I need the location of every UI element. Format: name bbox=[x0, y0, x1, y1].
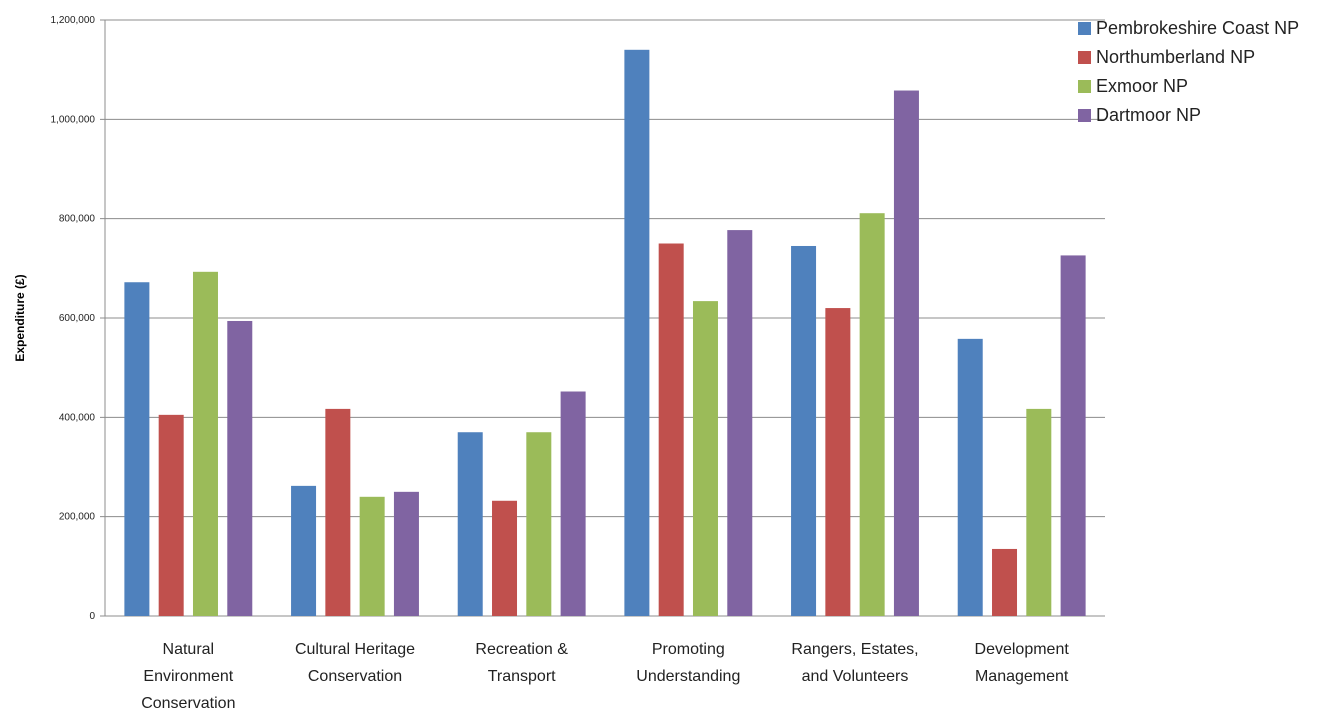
bar bbox=[457, 432, 483, 616]
bar bbox=[560, 391, 586, 616]
bar bbox=[825, 308, 851, 616]
bar bbox=[893, 90, 919, 616]
y-tick-label: 200,000 bbox=[59, 512, 96, 523]
legend-label: Dartmoor NP bbox=[1096, 105, 1201, 125]
legend-label: Exmoor NP bbox=[1096, 76, 1188, 96]
bar bbox=[291, 485, 317, 616]
legend-label: Northumberland NP bbox=[1096, 47, 1255, 67]
bars bbox=[124, 49, 1086, 617]
bar bbox=[1026, 408, 1052, 616]
x-axis-categories: Natural Environment Conservation Cultural H… bbox=[141, 641, 1069, 709]
y-tick-label: 600,000 bbox=[59, 313, 96, 324]
bar bbox=[624, 49, 650, 617]
bar bbox=[526, 432, 552, 616]
bar bbox=[692, 301, 718, 616]
x-category-label: Environment bbox=[143, 668, 233, 685]
x-category-label: Cultural Heritage bbox=[295, 641, 415, 658]
legend-swatch bbox=[1078, 22, 1091, 35]
y-tick-label: 400,000 bbox=[59, 412, 96, 423]
legend-swatch bbox=[1078, 109, 1091, 122]
x-category-label: Transport bbox=[488, 668, 556, 685]
x-category-label: and Volunteers bbox=[802, 668, 909, 685]
y-axis-ticks: 0 200,000 400,000 600,000 800,000 1,000,000 1,… bbox=[51, 15, 96, 622]
bar bbox=[791, 245, 817, 616]
bar bbox=[859, 213, 885, 616]
bar bbox=[227, 320, 253, 616]
legend-swatch bbox=[1078, 51, 1091, 64]
bar bbox=[393, 491, 419, 616]
legend-swatch bbox=[1078, 80, 1091, 93]
legend: Pembrokeshire Coast NP Northumberland NP E… bbox=[1078, 18, 1299, 125]
y-tick-label: 0 bbox=[89, 611, 95, 622]
y-axis-label: Expenditure (£) bbox=[13, 274, 27, 361]
bar bbox=[192, 271, 218, 616]
bar bbox=[658, 243, 684, 616]
bar bbox=[124, 282, 150, 616]
x-category-label: Management bbox=[975, 668, 1069, 685]
x-category-label: Development bbox=[975, 641, 1070, 658]
x-category-label: Rangers, Estates, bbox=[791, 641, 918, 658]
bar bbox=[957, 338, 983, 616]
bar bbox=[727, 230, 753, 616]
x-category-label: Natural bbox=[163, 641, 215, 658]
x-category-label: Understanding bbox=[636, 668, 740, 685]
x-category-label: Conservation bbox=[308, 668, 402, 685]
y-tick-label: 1,200,000 bbox=[51, 15, 96, 26]
legend-label: Pembrokeshire Coast NP bbox=[1096, 18, 1299, 38]
bar bbox=[492, 500, 518, 616]
gridlines bbox=[100, 19, 1105, 617]
bar bbox=[1060, 255, 1086, 617]
x-category-label: Promoting bbox=[652, 641, 725, 658]
x-category-label: Recreation & bbox=[475, 641, 568, 658]
y-tick-label: 800,000 bbox=[59, 214, 96, 225]
bar bbox=[359, 496, 385, 616]
bar bbox=[992, 548, 1018, 616]
bar bbox=[325, 408, 351, 616]
x-category-label: Conservation bbox=[141, 695, 235, 709]
y-tick-label: 1,000,000 bbox=[51, 114, 96, 125]
bar bbox=[158, 414, 184, 616]
